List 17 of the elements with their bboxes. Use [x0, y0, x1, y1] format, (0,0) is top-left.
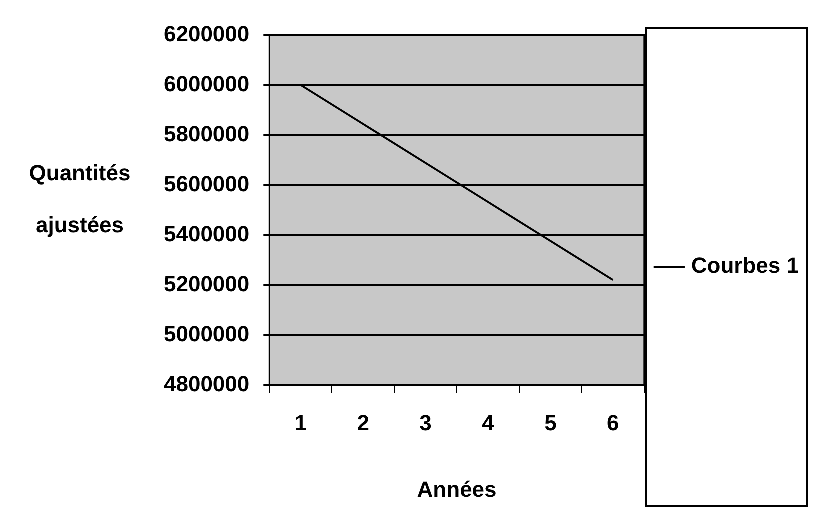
y-tick-label: 5000000 — [164, 321, 250, 346]
x-tick-label: 1 — [294, 410, 308, 436]
y-tick-label: 6200000 — [164, 21, 250, 46]
y-tick-label: 5200000 — [164, 271, 250, 296]
y-tick-label: 5400000 — [164, 221, 250, 246]
x-tick-label: 6 — [607, 410, 620, 436]
x-tick-label: 3 — [420, 410, 432, 436]
text: Quantités ajustées — [29, 160, 131, 238]
x-tick-label: 5 — [544, 410, 557, 436]
x-tick-label: 4 — [482, 410, 496, 436]
x-tick-label: 2 — [357, 410, 370, 436]
y-tick-label: 6000000 — [164, 71, 250, 96]
x-axis-title: Années — [417, 476, 497, 502]
y-tick-label: 4800000 — [164, 371, 250, 396]
y-tick-label: 5600000 — [164, 171, 250, 196]
y-tick-label: 5800000 — [164, 121, 250, 146]
legend-label: Courbes 1 — [691, 253, 800, 278]
